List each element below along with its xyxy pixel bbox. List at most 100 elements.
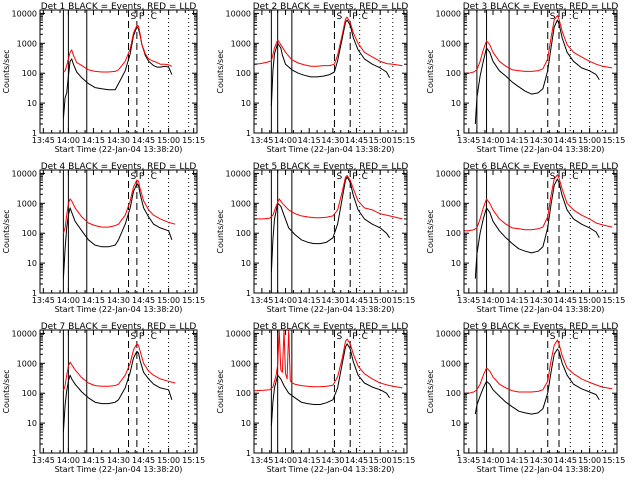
x-tick-label: 14:00: [481, 296, 504, 305]
y-tick-label: 1: [32, 129, 37, 138]
x-tick-label: 13:45: [32, 136, 55, 145]
x-tick-label: 15:15: [392, 296, 415, 305]
x-tick-label: 14:30: [530, 136, 553, 145]
y-tick-label: 10000: [226, 169, 251, 178]
x-tick-label: 13:45: [457, 136, 480, 145]
x-tick-label: 14:00: [481, 136, 504, 145]
x-tick-label: 14:45: [554, 456, 577, 465]
y-tick-label: 100: [236, 389, 251, 398]
y-tick-label: 100: [446, 389, 461, 398]
x-tick-label: 14:30: [107, 456, 130, 465]
x-tick-label: 14:45: [554, 136, 577, 145]
y-tick-label: 100: [236, 229, 251, 238]
y-tick-label: 10: [27, 259, 37, 268]
y-tick-label: 10000: [436, 329, 461, 338]
marker-label-c: C: [572, 12, 578, 22]
x-tick-label: 14:30: [107, 296, 130, 305]
series-line-events: [270, 176, 391, 273]
x-tick-label: 14:45: [554, 296, 577, 305]
panel-title: Det 7 BLACK = Events, RED = LLD: [41, 322, 197, 332]
detector-panel-3: S P C 1 10 100 1000 10000 13:45 14:00 14:15 14:30 14…: [426, 2, 625, 154]
marker-label-c: C: [151, 172, 157, 182]
y-tick-label: 100: [446, 69, 461, 78]
marker-label-c: C: [151, 332, 157, 342]
y-axis-label: Counts/sec: [2, 49, 11, 93]
y-tick-label: 10000: [226, 329, 251, 338]
series-line-events: [270, 19, 391, 107]
x-tick-label: 15:15: [182, 136, 205, 145]
y-tick-label: 10000: [436, 169, 461, 178]
marker-label-c: C: [362, 332, 368, 342]
y-axis-label: Counts/sec: [2, 369, 11, 413]
y-tick-label: 100: [236, 69, 251, 78]
series-line-lld: [62, 179, 176, 234]
series-line-lld: [254, 175, 403, 220]
y-tick-label: 100: [22, 69, 37, 78]
detector-panel-6: S P C 1 10 100 1000 10000 13:45 14:00 14:15 14:30 14…: [426, 162, 625, 314]
x-tick-label: 15:00: [369, 456, 392, 465]
series-line-lld: [464, 339, 613, 394]
y-tick-label: 10000: [226, 9, 251, 18]
plot-frame: [463, 329, 618, 454]
panel-title: Det 3 BLACK = Events, RED = LLD: [463, 2, 619, 12]
marker-label-p: P: [352, 332, 358, 342]
marker-label-c: C: [572, 172, 578, 182]
marker-label-s: S: [550, 12, 556, 22]
x-tick-label: 13:45: [32, 456, 55, 465]
x-axis-label: Start Time (22-Jan-04 13:38:20): [55, 145, 183, 154]
x-tick-label: 14:45: [345, 296, 368, 305]
x-axis-label: Start Time (22-Jan-04 13:38:20): [477, 305, 605, 314]
x-tick-label: 15:00: [369, 136, 392, 145]
x-axis-label: Start Time (22-Jan-04 13:38:20): [55, 305, 183, 314]
x-tick-label: 14:45: [132, 296, 155, 305]
x-axis-label: Start Time (22-Jan-04 13:38:20): [267, 465, 395, 474]
detector-panel-7: S P C 1 10 100 1000 10000 13:45 14:00 14:15 14:30 14…: [2, 322, 205, 474]
x-tick-label: 14:15: [506, 136, 529, 145]
x-tick-label: 15:00: [157, 136, 180, 145]
y-tick-label: 100: [22, 389, 37, 398]
series-line-lld: [464, 174, 613, 232]
x-tick-label: 15:15: [392, 456, 415, 465]
x-tick-label: 14:00: [57, 136, 80, 145]
y-axis-label: Counts/sec: [216, 209, 225, 253]
y-axis-label: Counts/sec: [426, 369, 435, 413]
detector-panel-4: S P C 1 10 100 1000 10000 13:45 14:00 14:15 14:30 14…: [2, 162, 205, 314]
plot-frame: [253, 9, 408, 134]
x-tick-label: 14:00: [274, 136, 297, 145]
panel-title: Det 6 BLACK = Events, RED = LLD: [463, 162, 619, 172]
y-tick-label: 10: [241, 259, 251, 268]
marker-label-p: P: [561, 332, 567, 342]
x-tick-label: 14:30: [321, 456, 344, 465]
marker-label-p: P: [352, 12, 358, 22]
x-tick-label: 15:00: [157, 296, 180, 305]
y-tick-label: 1000: [441, 199, 461, 208]
plot-frame: [463, 169, 618, 294]
x-tick-label: 14:00: [274, 456, 297, 465]
marker-label-s: S: [131, 172, 137, 182]
marker-label-s: S: [131, 332, 137, 342]
x-tick-label: 13:45: [250, 136, 273, 145]
x-tick-label: 14:30: [321, 136, 344, 145]
y-tick-label: 1: [246, 129, 251, 138]
y-tick-label: 10: [451, 259, 461, 268]
marker-label-s: S: [131, 12, 137, 22]
y-tick-label: 1000: [17, 359, 37, 368]
y-axis-label: Counts/sec: [2, 209, 11, 253]
series-line-events: [474, 348, 600, 415]
plot-area: [464, 10, 613, 133]
series-line-events: [62, 350, 173, 433]
x-tick-label: 14:45: [345, 136, 368, 145]
series-line-events: [62, 26, 173, 119]
y-tick-label: 1000: [231, 39, 251, 48]
panel-title: Det 1 BLACK = Events, RED = LLD: [41, 2, 197, 12]
detector-panel-1: S P C 1 10 100 1000 10000 13:45 14:00 14:15 14:30 14…: [2, 2, 205, 154]
marker-label-s: S: [550, 332, 556, 342]
y-tick-label: 1: [456, 449, 461, 458]
y-tick-label: 1: [32, 449, 37, 458]
marker-label-s: S: [550, 172, 556, 182]
series-line-events: [270, 343, 391, 427]
x-tick-label: 14:15: [82, 296, 105, 305]
marker-label-c: C: [362, 172, 368, 182]
x-axis-label: Start Time (22-Jan-04 13:38:20): [477, 465, 605, 474]
y-axis-label: Counts/sec: [426, 209, 435, 253]
